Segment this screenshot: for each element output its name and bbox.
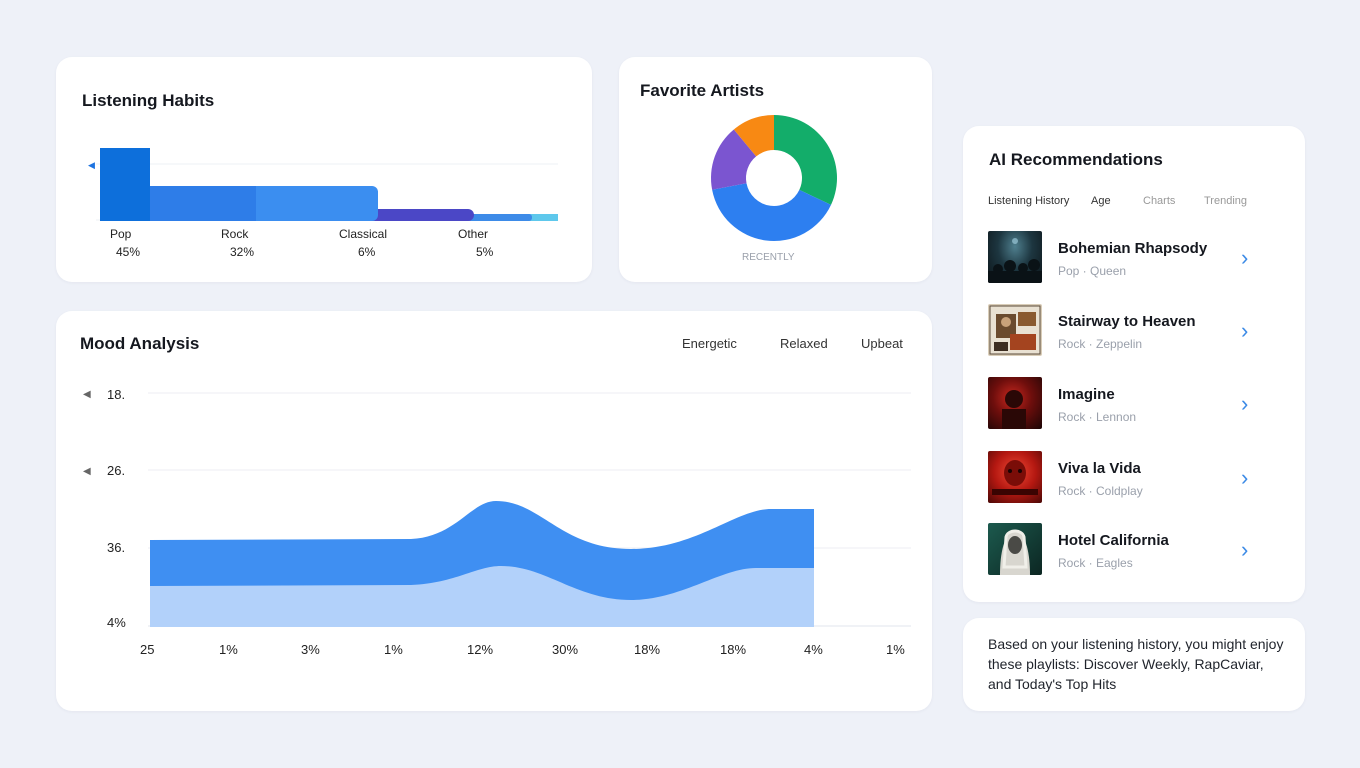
recommendation-title: Imagine [1058, 386, 1115, 403]
mood-area-lower [150, 566, 814, 627]
mood-analysis-title: Mood Analysis [80, 334, 200, 353]
y-arrow-icon: ◀ [83, 389, 91, 400]
listening-habits-card: Listening Habits ◀ Pop 45% Rock 32% Clas… [56, 57, 592, 282]
legend-relaxed[interactable]: Relaxed [780, 336, 828, 351]
habits-bar-segment [522, 214, 558, 221]
habits-pct-rock: 32% [230, 245, 255, 259]
donut-caption: RECENTLY [742, 252, 795, 263]
favorite-artists-card: Favorite Artists RECENTLY [619, 57, 932, 282]
habits-bar-segment [226, 186, 378, 221]
album-art-thumbnail [988, 451, 1042, 503]
y-tick: 36. [107, 540, 126, 555]
chevron-right-icon[interactable]: › [1241, 245, 1249, 270]
legend-upbeat[interactable]: Upbeat [861, 336, 903, 351]
habits-bar-segment [146, 186, 256, 221]
playlist-suggestion-text: Based on your listening history, you mig… [988, 636, 1284, 692]
x-tick: 1% [219, 642, 238, 657]
recommendation-subtitle: Pop · Queen [1058, 264, 1127, 278]
y-arrow-icon: ◀ [83, 466, 91, 477]
donut-slice [711, 129, 757, 190]
legend-energetic[interactable]: Energetic [682, 336, 737, 351]
left-arrow-icon: ◀ [88, 160, 95, 170]
recommendation-title: Viva la Vida [1058, 460, 1141, 477]
tab-charts[interactable]: Charts [1143, 195, 1176, 207]
x-tick: 3% [301, 642, 320, 657]
x-tick: 4% [804, 642, 823, 657]
ai-recommendations-title: AI Recommendations [989, 150, 1163, 169]
recommendation-subtitle: Rock · Eagles [1058, 556, 1133, 570]
habits-pct-classical: 6% [358, 245, 376, 259]
favorite-artists-donut [711, 115, 837, 242]
habits-bar-segment [356, 209, 474, 221]
album-art-thumbnail [988, 231, 1042, 283]
album-art-thumbnail [988, 523, 1042, 575]
chevron-right-icon[interactable]: › [1241, 391, 1249, 416]
habits-label-classical: Classical [339, 227, 388, 241]
donut-slice [733, 115, 774, 157]
habits-bar-pop [100, 148, 150, 221]
habits-bar-segment [456, 214, 532, 221]
x-tick: 12% [467, 642, 494, 657]
habits-label-rock: Rock [221, 227, 249, 241]
recommendation-item[interactable]: Bohemian Rhapsody Pop · Queen › [988, 231, 1288, 285]
ai-recommendations-card: AI Recommendations Listening History Age… [963, 126, 1305, 602]
donut-slice [774, 115, 837, 205]
chevron-right-icon[interactable]: › [1241, 318, 1249, 343]
y-tick: 18. [107, 387, 126, 402]
recommendation-item[interactable]: Stairway to Heaven Rock · Zeppelin › [988, 304, 1288, 358]
album-art-thumbnail [988, 377, 1042, 429]
recommendation-title: Stairway to Heaven [1058, 313, 1196, 330]
donut-slice [712, 183, 832, 242]
chevron-right-icon[interactable]: › [1241, 537, 1249, 562]
habits-label-other: Other [458, 227, 489, 241]
habits-pct-other: 5% [476, 245, 494, 259]
x-tick: 30% [552, 642, 579, 657]
recommendation-subtitle: Rock · Zeppelin [1058, 337, 1143, 351]
favorite-artists-title: Favorite Artists [640, 81, 765, 100]
habits-pct-pop: 45% [116, 245, 141, 259]
x-tick: 18% [720, 642, 747, 657]
chevron-right-icon[interactable]: › [1241, 465, 1249, 490]
mood-analysis-card: Mood Analysis Energetic Relaxed Upbeat ◀… [56, 311, 932, 711]
listening-habits-chart [96, 148, 558, 221]
recommendation-subtitle: Rock · Coldplay [1058, 484, 1143, 498]
x-tick: 25 [140, 642, 155, 657]
x-tick: 1% [886, 642, 905, 657]
recommendation-item[interactable]: Viva la Vida Rock · Coldplay › [988, 451, 1288, 505]
mood-chart [148, 392, 911, 627]
recommendation-subtitle: Rock · Lennon [1058, 410, 1137, 424]
y-tick: 26. [107, 463, 126, 478]
recommendation-title: Hotel California [1058, 532, 1169, 549]
listening-habits-title: Listening Habits [82, 91, 215, 110]
album-art-thumbnail [988, 304, 1042, 356]
recommendation-item[interactable]: Hotel California Rock · Eagles › [988, 523, 1288, 577]
x-tick: 18% [634, 642, 661, 657]
tab-trending[interactable]: Trending [1204, 195, 1248, 207]
tab-age[interactable]: Age [1091, 195, 1111, 207]
y-tick: 4% [107, 615, 126, 630]
habits-label-pop: Pop [110, 227, 132, 241]
tab-listening-history[interactable]: Listening History [988, 195, 1070, 207]
x-tick: 1% [384, 642, 403, 657]
recommendation-item[interactable]: Imagine Rock · Lennon › [988, 377, 1288, 431]
recommendation-title: Bohemian Rhapsody [1058, 240, 1208, 257]
playlist-suggestion-card: Based on your listening history, you mig… [963, 618, 1305, 711]
